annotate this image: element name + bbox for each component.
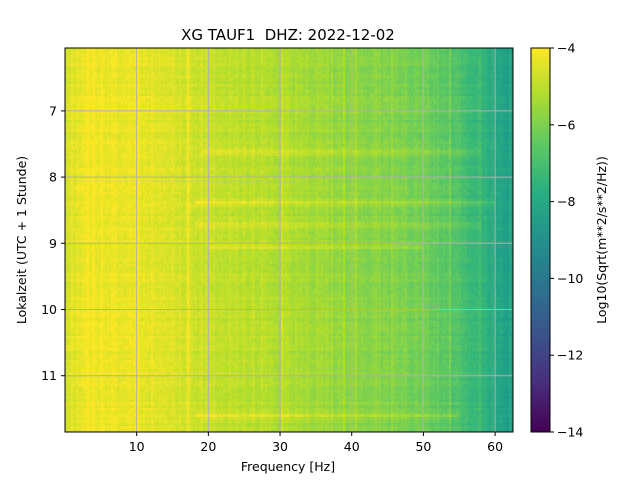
heatmap-cells: [65, 48, 514, 433]
chart-title: XG TAUF1 DHZ: 2022-12-02: [181, 26, 395, 44]
